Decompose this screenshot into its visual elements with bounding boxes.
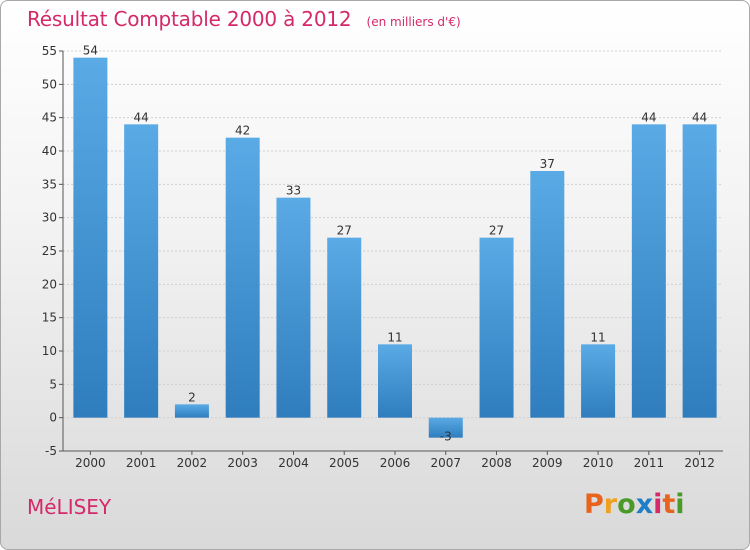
- y-tick-label: -5: [45, 444, 57, 458]
- bar: [327, 237, 362, 418]
- data-label: 27: [337, 224, 352, 238]
- x-tick-label: 2009: [532, 456, 563, 470]
- bar: [276, 197, 311, 418]
- bar: [428, 417, 463, 438]
- bar: [174, 404, 209, 418]
- logo-letter: o: [617, 489, 636, 520]
- x-tick-label: 2004: [278, 456, 309, 470]
- bar: [378, 344, 412, 418]
- y-tick-label: 25: [42, 244, 57, 258]
- x-tick-label: 2010: [583, 456, 614, 470]
- bar: [479, 237, 514, 418]
- bar: [530, 171, 565, 418]
- data-label: 33: [286, 184, 301, 198]
- y-tick-label: 40: [42, 144, 57, 158]
- logo-letter: i: [675, 489, 685, 520]
- x-tick-label: 2001: [126, 456, 157, 470]
- y-tick-label: 45: [42, 111, 57, 125]
- y-tick-label: 35: [42, 177, 57, 191]
- logo-letter: r: [603, 489, 618, 520]
- chart-unit: (en milliers d'€): [366, 15, 461, 29]
- x-tick-label: 2011: [634, 456, 665, 470]
- y-tick-label: 15: [42, 311, 57, 325]
- bar: [631, 124, 666, 418]
- commune-name: MéLISEY: [27, 495, 112, 519]
- data-label: -3: [440, 430, 452, 444]
- bar: [225, 137, 260, 418]
- x-tick-label: 2005: [329, 456, 360, 470]
- data-label: 44: [641, 110, 656, 124]
- bar: [124, 124, 159, 418]
- chart-title: Résultat Comptable 2000 à 2012: [27, 7, 352, 31]
- proxiti-logo: Proxiti: [584, 489, 685, 520]
- x-tick-label: 2008: [481, 456, 512, 470]
- y-tick-label: 5: [49, 377, 57, 391]
- logo-letter: i: [653, 489, 663, 520]
- title-row: Résultat Comptable 2000 à 2012 (en milli…: [27, 7, 461, 31]
- x-tick-label: 2012: [684, 456, 715, 470]
- bar: [581, 344, 616, 418]
- data-label: 11: [387, 330, 402, 344]
- bar: [73, 57, 108, 418]
- x-tick-label: 2002: [177, 456, 208, 470]
- x-tick-label: 2007: [430, 456, 461, 470]
- data-label: 44: [134, 110, 149, 124]
- y-tick-label: 55: [42, 44, 57, 58]
- y-tick-label: 10: [42, 344, 57, 358]
- y-tick-label: 30: [42, 211, 57, 225]
- data-label: 54: [83, 44, 98, 58]
- data-label: 2: [188, 390, 196, 404]
- x-tick-label: 2006: [380, 456, 411, 470]
- data-label: 27: [489, 224, 504, 238]
- x-tick-label: 2000: [75, 456, 106, 470]
- logo-letter: x: [635, 489, 654, 520]
- data-label: 42: [235, 124, 250, 138]
- y-tick-label: 0: [49, 411, 57, 425]
- data-label: 44: [692, 110, 707, 124]
- logo-letter: P: [584, 489, 604, 520]
- data-label: 37: [540, 157, 555, 171]
- x-tick-label: 2003: [227, 456, 258, 470]
- data-label: 11: [590, 330, 605, 344]
- bar: [682, 124, 717, 418]
- logo-letter: t: [662, 489, 676, 520]
- y-tick-label: 50: [42, 77, 57, 91]
- y-tick-label: 20: [42, 277, 57, 291]
